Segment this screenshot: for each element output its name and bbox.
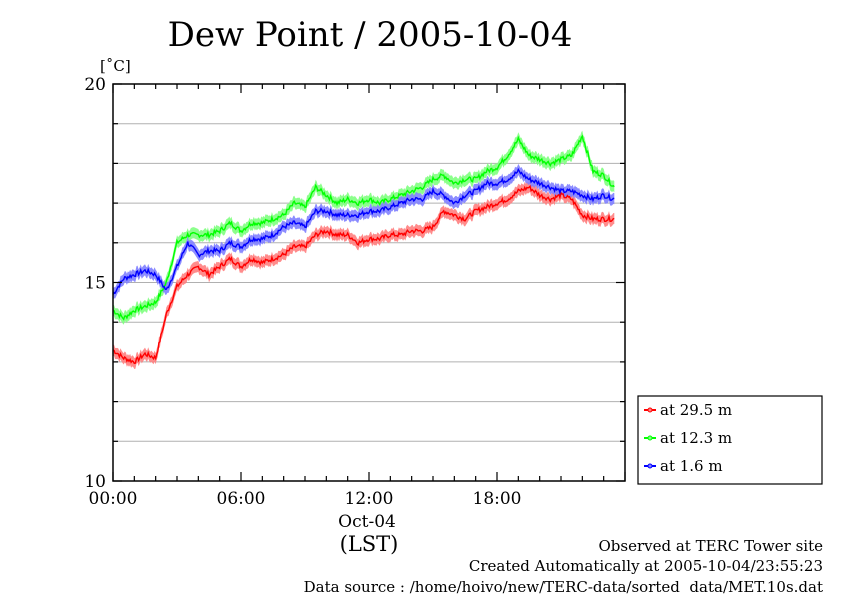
footer-site: Observed at TERC Tower site: [598, 537, 823, 555]
grid-lines: [113, 123, 625, 442]
footer-source: Data source : /home/hoivo/new/TERC-data/…: [304, 578, 823, 595]
series-band: [113, 180, 615, 369]
x-axis-label: (LST): [340, 532, 399, 556]
y-axis-unit: [˚C]: [100, 57, 131, 75]
y-tick-label: 20: [84, 75, 106, 95]
y-axis-ticks: 10 15 20: [84, 75, 625, 492]
legend-marker: [647, 463, 653, 469]
legend: at 29.5 m at 12.3 m at 1.6 m: [637, 395, 823, 485]
x-tick-label: 18:00: [473, 489, 522, 509]
series-line: [112, 167, 615, 295]
chart-title: Dew Point / 2005-10-04: [168, 15, 573, 55]
x-tick-label: 12:00: [345, 489, 394, 509]
x-axis-date-label: Oct-04: [338, 512, 396, 532]
series-bands: [113, 130, 615, 369]
x-tick-label: 06:00: [217, 489, 266, 509]
x-axis-ticks: 00:00 06:00 12:00 18:00: [89, 84, 626, 509]
legend-box: [637, 395, 823, 485]
legend-label: at 29.5 m: [660, 401, 732, 419]
series-line: [112, 134, 615, 321]
legend-marker: [647, 407, 653, 413]
series-line: [112, 184, 615, 365]
x-tick-label: 00:00: [89, 489, 138, 509]
footer-created: Created Automatically at 2005-10-04/23:5…: [469, 557, 823, 575]
series-lines: [112, 134, 615, 365]
legend-marker: [647, 435, 653, 441]
legend-label: at 1.6 m: [660, 457, 723, 475]
legend-label: at 12.3 m: [660, 429, 732, 447]
y-tick-label: 10: [84, 472, 106, 492]
y-tick-label: 15: [84, 274, 106, 294]
